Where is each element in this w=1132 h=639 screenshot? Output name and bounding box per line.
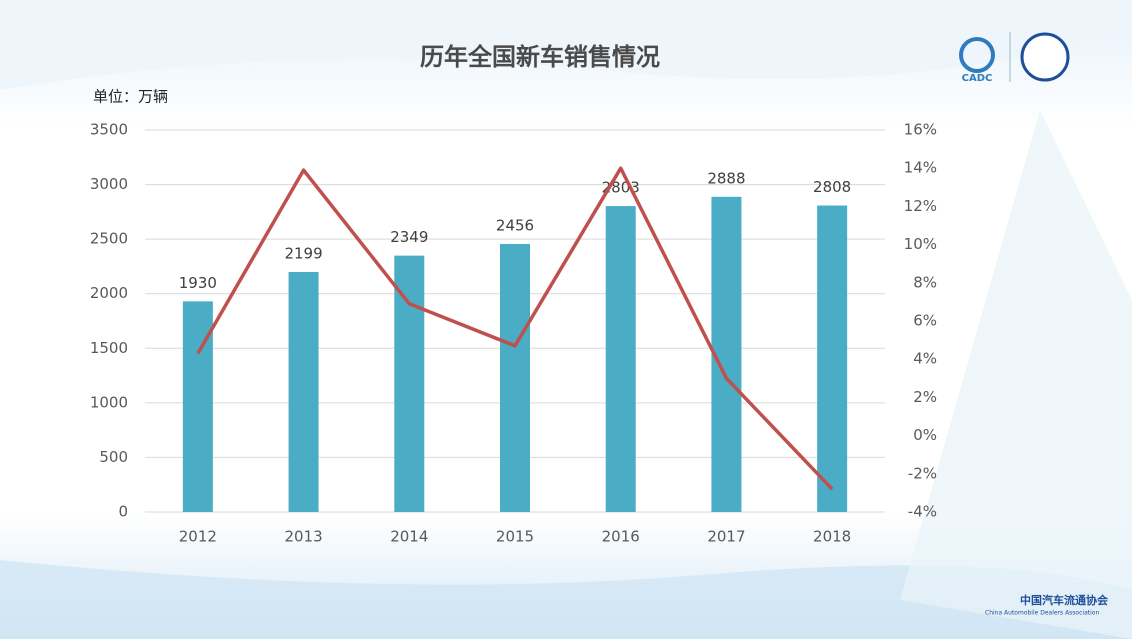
y-tick-label: 3500 [90,121,128,139]
decor-wave [0,560,1132,639]
logo-badge [1020,32,1070,82]
y2-tick-label: -4% [908,503,937,521]
line [196,166,834,491]
x-tick-label: 2017 [707,528,745,546]
value-label: 2199 [284,244,322,262]
value-label: 2808 [813,178,851,196]
footer-en: China Automobile Dealers Association [985,610,1099,617]
x-tick-label: 2013 [284,528,322,546]
value-label: 2888 [707,169,745,187]
logo-text: CADC [962,73,993,84]
decor-wave [0,0,1132,90]
value-label: 1930 [179,274,217,292]
y2-tick-label: 14% [904,159,937,177]
y2-tick-label: 4% [913,350,937,368]
y-tick-label: 2000 [90,284,128,302]
bar [394,255,425,513]
bar [605,206,636,512]
x-tick-label: 2018 [813,528,851,546]
footer-cn: 中国汽车流通协会 [1020,593,1109,607]
x-tick-label: 2012 [179,528,217,546]
y-tick-label: 0 [118,503,128,521]
bar [711,196,742,513]
value-label: 2456 [496,216,534,234]
x-tick-label: 2014 [390,528,428,546]
y-tick-label: 1000 [90,393,128,411]
y-tick-label: 1500 [90,339,128,357]
y2-tick-label: 6% [913,312,937,330]
logo-mark [959,37,995,73]
y-tick-label: 3000 [90,175,128,193]
y2-tick-label: 2% [913,388,937,406]
y2-tick-label: 12% [904,197,937,215]
bar [817,205,848,512]
y-tick-label: 2500 [90,230,128,248]
x-tick-label: 2016 [602,528,640,546]
chart-title: 历年全国新车销售情况 [420,43,660,71]
y2-tick-label: 8% [913,273,937,291]
value-label: 2349 [390,228,428,246]
y2-tick-label: 0% [913,426,937,444]
bar [288,271,319,512]
y2-tick-label: -2% [908,464,937,482]
bar [500,243,530,513]
unit-label: 单位：万辆 [93,88,168,106]
y2-tick-label: 10% [904,235,937,253]
decor-shape [900,110,1132,639]
y-tick-label: 500 [99,448,128,466]
x-tick-label: 2015 [496,528,534,546]
y2-tick-label: 16% [904,121,937,139]
